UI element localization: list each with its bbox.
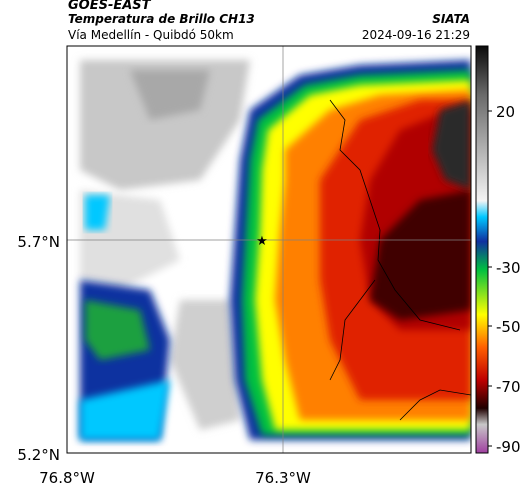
product-title: Temperatura de Brillo CH13 — [68, 12, 255, 26]
map-frame — [66, 45, 472, 454]
lat-label-lower: 5.2°N — [17, 446, 60, 464]
cb-label-minus30: -30 — [496, 259, 521, 277]
colorbar — [475, 45, 489, 454]
brightness-temperature-field — [67, 46, 471, 453]
timestamp-label: 2024-09-16 21:29 — [361, 28, 470, 42]
cb-label-minus70: -70 — [496, 378, 521, 396]
organization-label: SIATA — [432, 12, 470, 26]
satellite-name: GOES-EAST — [68, 0, 151, 13]
lat-label-upper: 5.7°N — [17, 233, 60, 251]
lon-label-center: 76.3°W — [255, 469, 311, 487]
cb-label-20: 20 — [496, 103, 515, 121]
location-star-icon: ★ — [256, 234, 268, 249]
lon-label-left: 76.8°W — [39, 469, 95, 487]
region-subtitle: Vía Medellín - Quibdó 50km — [68, 28, 234, 42]
cb-label-minus90: -90 — [496, 438, 521, 456]
cb-label-minus50: -50 — [496, 318, 521, 336]
